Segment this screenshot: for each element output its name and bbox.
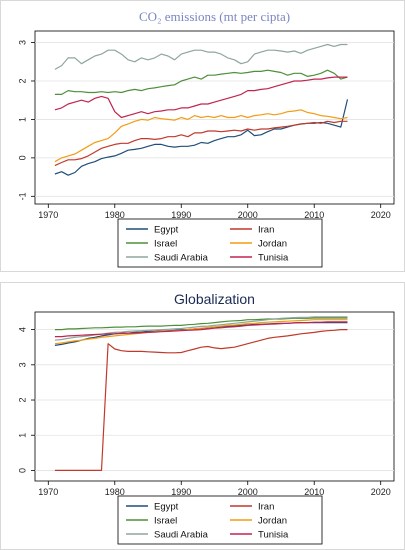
plot-area: [34, 311, 395, 482]
y-tick-label: 2: [17, 78, 27, 83]
legend-box: [117, 218, 323, 268]
series-line-jordan: [54, 109, 348, 163]
x-tick-label: 1980: [105, 487, 125, 497]
series-line-jordan: [54, 319, 348, 345]
globalization-chart: Globalization 0 1 2 3 4 1970 1980 1990 2000 2010 20…: [17, 291, 395, 545]
y-tick-label: 0: [17, 155, 27, 160]
series-line-iran: [54, 120, 348, 167]
x-tick-label: 2000: [238, 487, 258, 497]
legend-label: Tunisia: [258, 530, 289, 541]
x-tick-label: 1980: [105, 210, 125, 220]
series-line-tunisia: [54, 321, 348, 338]
co2-emissions-chart-panel: CO₂ emissions (mt per cipta) -1 0 1 2 3 1970 19…: [0, 0, 405, 272]
legend-label: Israel: [154, 239, 177, 250]
series-line-tunisia: [54, 76, 348, 119]
x-tick-label: 2010: [304, 487, 324, 497]
legend-label: Iran: [258, 502, 274, 513]
y-tick-label: 1: [17, 433, 27, 438]
y-tick-label: 3: [17, 40, 27, 45]
y-tick-label: 1: [17, 117, 27, 122]
co2-emissions-chart: CO₂ emissions (mt per cipta) -1 0 1 2 3 1970 19…: [17, 9, 395, 268]
series-line-iran: [54, 328, 348, 471]
legend-label: Saudi Arabia: [154, 253, 209, 264]
globalization-chart-panel: Globalization 0 1 2 3 4 1970 1980 1990 2000 2010 20…: [0, 282, 405, 550]
x-tick-label: 2000: [238, 210, 258, 220]
x-tick-label: 2020: [371, 487, 391, 497]
x-tick-label: 2010: [304, 210, 324, 220]
y-tick-label: -1: [17, 192, 27, 200]
y-tick-label: 3: [17, 362, 27, 367]
x-tick-label: 1970: [38, 487, 58, 497]
x-tick-label: 1970: [38, 210, 58, 220]
legend-label: Jordan: [258, 516, 287, 527]
y-tick-label: 2: [17, 398, 27, 403]
legend-label: Jordan: [258, 239, 287, 250]
legend-box: [117, 495, 323, 545]
legend-label: Iran: [258, 225, 274, 236]
y-tick-label: 4: [17, 327, 27, 332]
legend-label: Egypt: [154, 225, 179, 236]
x-tick-label: 1990: [171, 487, 191, 497]
x-tick-label: 1990: [171, 210, 191, 220]
x-tick-label: 2020: [371, 210, 391, 220]
chart-title: Globalization: [174, 291, 255, 307]
series-line-israel: [54, 69, 348, 96]
series-line-saudi-arabia: [54, 43, 348, 70]
legend-label: Saudi Arabia: [154, 530, 209, 541]
legend-label: Egypt: [154, 502, 179, 513]
series-line-israel: [54, 317, 348, 331]
legend-label: Israel: [154, 516, 177, 527]
chart-title: CO₂ emissions (mt per cipta): [139, 9, 290, 24]
legend-label: Tunisia: [258, 253, 289, 264]
y-tick-label: 0: [17, 468, 27, 473]
